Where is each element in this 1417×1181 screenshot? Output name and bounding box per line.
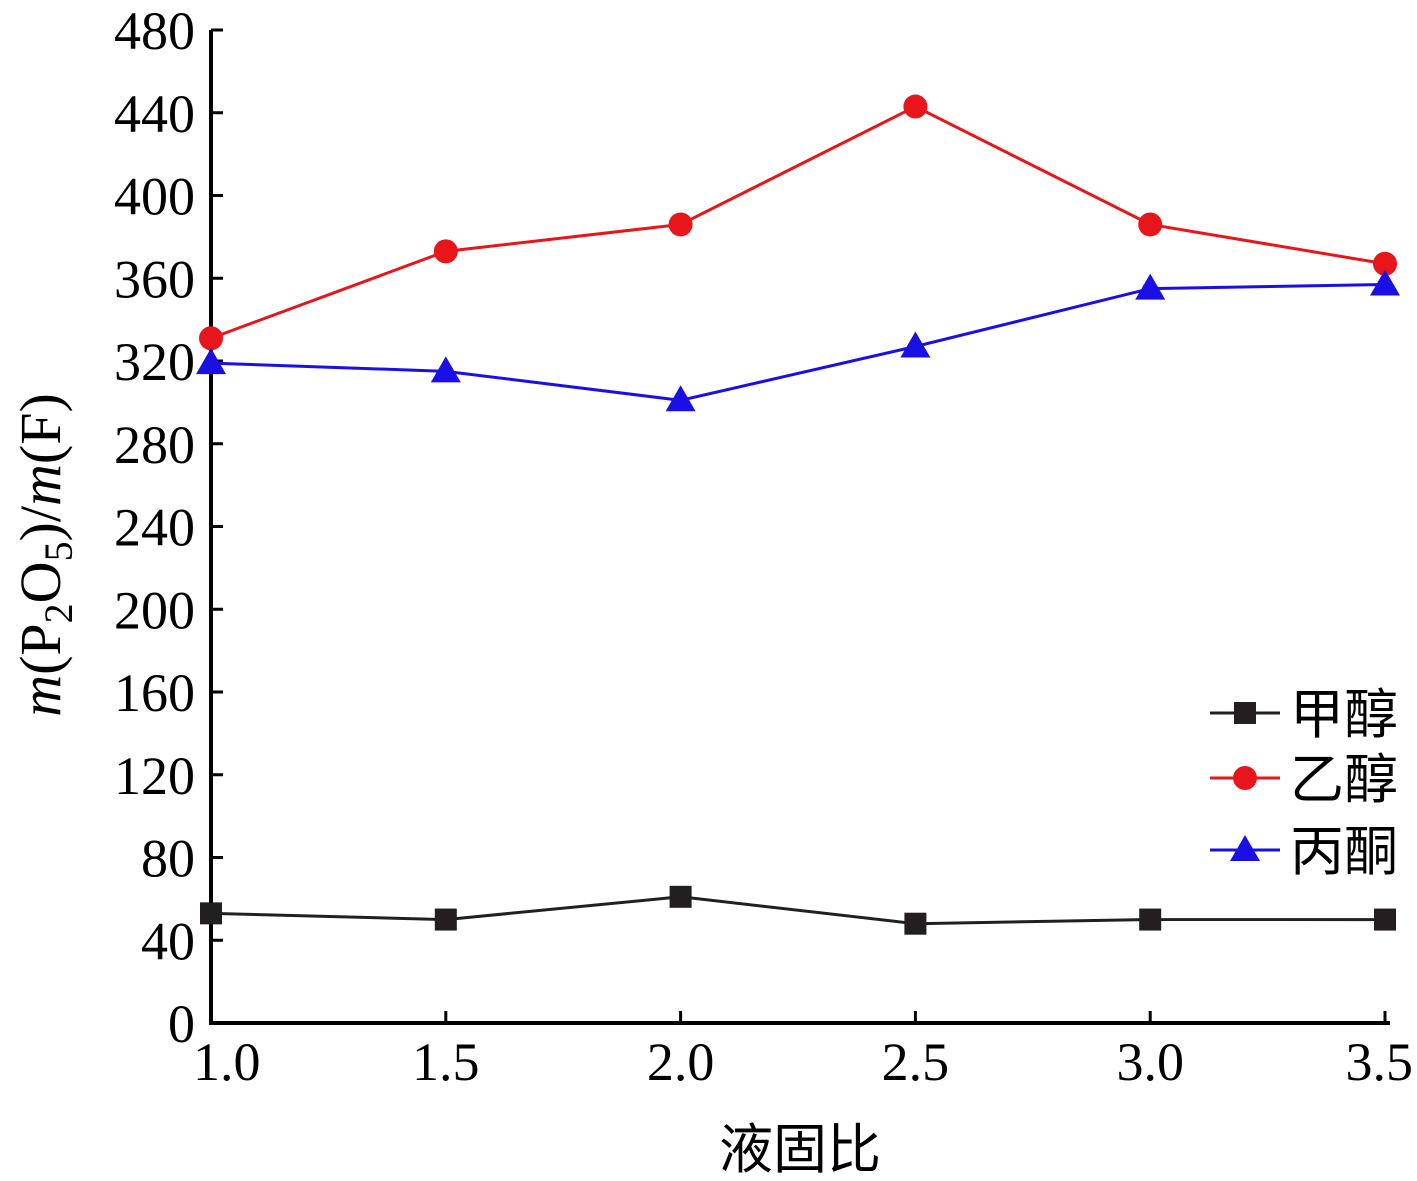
x-tick-label: 2.0 xyxy=(647,1032,715,1092)
ticks: 0 40 80 120 160 200 240 280 320 360 400 440 480 1.0 1.… xyxy=(114,1,1413,1092)
x-tick-label: 1.5 xyxy=(412,1032,480,1092)
data-point xyxy=(1139,908,1162,931)
x-tick-label: 1.0 xyxy=(193,1032,261,1092)
y-tick-label: 360 xyxy=(114,249,195,309)
series-line xyxy=(210,104,1386,340)
y-axis-title: m(P2O5)/m(F) xyxy=(8,393,81,717)
legend-item-3: 丙酮 xyxy=(1210,820,1398,883)
y-tick-label: 440 xyxy=(114,84,195,144)
axes xyxy=(209,30,1390,1025)
y-tick-label: 480 xyxy=(114,1,195,61)
data-point xyxy=(900,331,931,358)
y-tick-label: 120 xyxy=(114,746,195,806)
legend-label: 乙醇 xyxy=(1290,748,1398,811)
legend-item-2: 乙醇 xyxy=(1210,748,1398,811)
legend-label: 丙酮 xyxy=(1290,820,1398,883)
y-tick-label: 280 xyxy=(114,415,195,475)
data-point xyxy=(434,908,457,931)
data-point xyxy=(200,902,222,925)
series-3 xyxy=(196,269,1400,412)
x-tick-label: 2.5 xyxy=(882,1032,950,1092)
legend-label: 甲醇 xyxy=(1290,683,1398,746)
y-title-p2: )/ xyxy=(8,505,73,541)
data-point xyxy=(1135,273,1166,300)
data-point xyxy=(430,356,461,383)
y-tick-label: 200 xyxy=(114,580,195,640)
y-tick-label: 320 xyxy=(114,332,195,392)
y-tick-label: 400 xyxy=(114,167,195,227)
data-point xyxy=(665,385,696,412)
legend-marker xyxy=(1233,766,1257,790)
data-point xyxy=(1374,908,1396,931)
series-2 xyxy=(199,94,1397,351)
data-point xyxy=(903,94,928,119)
data-point xyxy=(199,326,223,351)
legend-marker xyxy=(1230,835,1260,861)
y-title-m1: m xyxy=(8,675,73,717)
y-tick-label: 160 xyxy=(114,663,195,723)
data-point xyxy=(1370,269,1400,296)
series-line xyxy=(210,282,1386,402)
data-point xyxy=(1138,212,1163,237)
series-line xyxy=(210,895,1385,926)
x-tick-label: 3.5 xyxy=(1346,1032,1414,1092)
series-1 xyxy=(200,885,1396,935)
y-tick-label: 80 xyxy=(141,829,195,889)
data-point xyxy=(433,239,458,264)
y-title-sub1: 2 xyxy=(36,603,81,623)
legend-marker xyxy=(1234,702,1256,724)
series xyxy=(196,94,1400,935)
y-title-sub2: 5 xyxy=(36,541,81,561)
y-tick-label: 0 xyxy=(168,994,195,1054)
data-point xyxy=(668,212,693,237)
x-tick-label: 3.0 xyxy=(1116,1032,1184,1092)
y-title-o: O xyxy=(8,561,73,603)
y-title-m2: m xyxy=(8,464,73,506)
y-title-p1: (P xyxy=(8,623,73,675)
data-point xyxy=(904,912,927,935)
legend-item-1: 甲醇 xyxy=(1210,683,1398,746)
y-title-p3: (F) xyxy=(8,393,73,464)
y-tick-label: 40 xyxy=(141,911,195,971)
data-point xyxy=(1373,251,1397,276)
x-axis-title: 液固比 xyxy=(719,1118,881,1181)
data-point xyxy=(669,885,692,908)
data-point xyxy=(196,348,226,375)
y-tick-label: 240 xyxy=(114,498,195,558)
